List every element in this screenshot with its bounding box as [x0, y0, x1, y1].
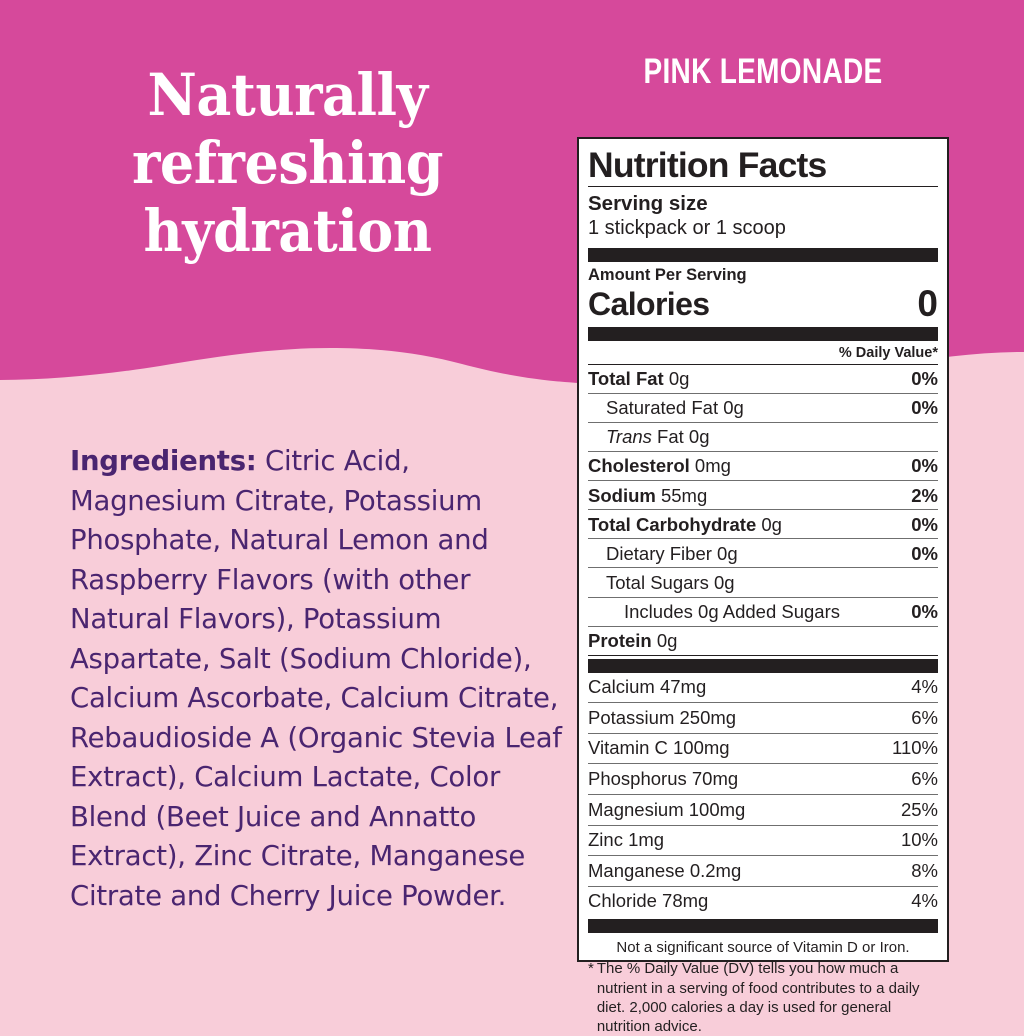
footnote-daily-value-text: The % Daily Value (DV) tells you how muc… [596, 960, 920, 1036]
page-headline: Naturally refreshing hydration [20, 61, 555, 266]
headline-line-1: Naturally [147, 61, 428, 129]
nutrient-name: Protein [588, 630, 652, 652]
micronutrient-daily-value: 8% [911, 859, 938, 881]
nutrient-amount: 0g [756, 513, 782, 535]
micronutrient-row: Chloride 78mg 4% [588, 887, 938, 917]
nutrition-facts-title: Nutrition Facts [588, 139, 938, 188]
nutrient-name-amount: Includes 0g Added Sugars [624, 600, 840, 623]
micronutrient-name-amount: Calcium 47mg [588, 676, 707, 698]
ingredients-text: Citric Acid, Magnesium Citrate, Potassiu… [70, 445, 562, 912]
micronutrient-name-amount: Vitamin C 100mg [588, 737, 730, 759]
nutrient-amount: Fat 0g [651, 426, 710, 448]
nutrition-facts-panel: Nutrition Facts Serving size 1 stickpack… [577, 137, 949, 1035]
micronutrient-row: Calcium 47mg 4% [588, 673, 938, 704]
nutrient-name: Cholesterol [588, 455, 690, 477]
micronutrient-rows-container: Calcium 47mg 4% Potassium 250mg 6% Vitamin C… [588, 673, 938, 917]
nutrient-name: Dietary Fiber [606, 542, 712, 564]
nutrient-row: Total Fat 0g 0% [588, 365, 938, 394]
nutrient-name-amount: Total Sugars 0g [606, 571, 735, 594]
micronutrient-row: Vitamin C 100mg 110% [588, 734, 938, 765]
headline-line-3: hydration [143, 196, 432, 265]
nutrient-row: Total Carbohydrate 0g 0% [588, 510, 938, 540]
serving-size-value: 1 stickpack or 1 scoop [588, 217, 786, 240]
separator-bar-footnote [588, 919, 938, 934]
micronutrient-daily-value: 25% [900, 798, 938, 820]
nutrient-name: Saturated Fat [606, 397, 719, 419]
micronutrient-daily-value: 10% [900, 829, 938, 851]
serving-size-block: Serving size 1 stickpack or 1 scoop [588, 187, 938, 245]
nutrient-name-amount: Total Fat 0g [588, 367, 689, 390]
nutrient-amount: 0mg [689, 455, 731, 477]
nutrient-name-amount: Trans Fat 0g [606, 425, 710, 448]
nutrient-name: Total Carbohydrate [588, 513, 757, 535]
nutrient-amount: 0g [651, 630, 678, 652]
micronutrient-row: Phosphorus 70mg 6% [588, 764, 938, 796]
nutrient-row: Includes 0g Added Sugars 0% [588, 598, 938, 627]
daily-value-header: % Daily Value* [588, 341, 938, 365]
micronutrient-daily-value: 6% [911, 767, 938, 789]
separator-bar-micronutrients [588, 658, 938, 673]
nutrient-name-amount: Cholesterol 0mg [588, 454, 731, 477]
micronutrient-name-amount: Chloride 78mg [588, 890, 709, 912]
nutrient-name-amount: Protein 0g [588, 629, 677, 652]
micronutrient-daily-value: 110% [892, 737, 938, 759]
nutrient-name: Total Sugars [606, 571, 709, 593]
micronutrient-daily-value: 6% [911, 706, 938, 728]
micronutrient-name-amount: Potassium 250mg [588, 706, 737, 728]
nutrient-amount: 0g [718, 397, 744, 419]
micronutrient-name-amount: Phosphorus 70mg [588, 767, 739, 789]
nutrient-name-amount: Saturated Fat 0g [606, 396, 744, 419]
calories-value: 0 [917, 282, 938, 324]
headline-line-2: refreshing [131, 128, 444, 197]
nutrient-daily-value: 0% [911, 455, 938, 477]
ingredients-paragraph: Ingredients: Citric Acid, Magnesium Citr… [70, 442, 562, 916]
footnote-not-significant: Not a significant source of Vitamin D or… [616, 939, 910, 957]
nutrient-name-amount: Sodium 55mg [588, 484, 707, 507]
micronutrient-daily-value: 4% [911, 676, 938, 698]
calories-label: Calories [588, 285, 710, 322]
nutrient-name: Total Fat [588, 368, 664, 390]
micronutrient-row: Zinc 1mg 10% [588, 826, 938, 857]
nutrient-daily-value: 0% [911, 542, 938, 564]
nutrient-row: Saturated Fat 0g 0% [588, 394, 938, 423]
nutrient-amount: 0g [711, 542, 738, 564]
nutrient-row: Dietary Fiber 0g 0% [588, 539, 938, 569]
micronutrient-row: Potassium 250mg 6% [588, 703, 938, 734]
nutrient-rows-container: Total Fat 0g 0% Saturated Fat 0g 0% Trans Fa… [588, 365, 938, 656]
flavor-name: PINK LEMONADE [643, 52, 883, 91]
nutrient-row: Sodium 55mg 2% [588, 481, 938, 511]
nutrient-row: Total Sugars 0g [588, 568, 938, 598]
micronutrient-row: Magnesium 100mg 25% [588, 795, 938, 826]
micronutrient-name-amount: Zinc 1mg [588, 829, 665, 851]
nutrient-daily-value: 0% [911, 397, 938, 419]
serving-size-label: Serving size [588, 192, 708, 216]
nutrient-name: Includes 0g Added Sugars [624, 601, 840, 623]
micronutrient-daily-value: 4% [911, 890, 938, 912]
nutrient-daily-value: 0% [911, 601, 938, 623]
calories-row: Calories 0 [588, 285, 938, 324]
nutrient-row: Protein 0g [588, 627, 938, 656]
nutrient-daily-value: 2% [911, 484, 938, 506]
micronutrient-name-amount: Manganese 0.2mg [588, 859, 742, 881]
nutrient-daily-value: 0% [911, 513, 938, 535]
nutrient-name: Sodium [588, 484, 656, 506]
nutrient-row: Cholesterol 0mg 0% [588, 452, 938, 482]
footnote-block: Not a significant source of Vitamin D or… [588, 933, 938, 1036]
nutrient-amount: 0g [708, 571, 735, 593]
separator-bar-top [588, 248, 938, 263]
nutrient-daily-value: 0% [911, 368, 938, 390]
separator-bar-calories [588, 326, 938, 341]
micronutrient-row: Manganese 0.2mg 8% [588, 856, 938, 887]
footnote-daily-value: * The % Daily Value (DV) tells you how m… [588, 959, 938, 1036]
amount-per-serving-label: Amount Per Serving [588, 266, 747, 285]
nutrient-name: Trans [606, 426, 652, 448]
nutrient-name-amount: Dietary Fiber 0g [606, 542, 738, 565]
nutrient-name-amount: Total Carbohydrate 0g [588, 513, 782, 536]
nutrient-amount: 0g [663, 368, 690, 390]
ingredients-label: Ingredients: [70, 445, 257, 477]
nutrient-amount: 55mg [655, 484, 708, 506]
micronutrient-name-amount: Magnesium 100mg [588, 798, 746, 820]
footnote-asterisk: * [588, 960, 594, 978]
nutrient-row: Trans Fat 0g [588, 423, 938, 452]
